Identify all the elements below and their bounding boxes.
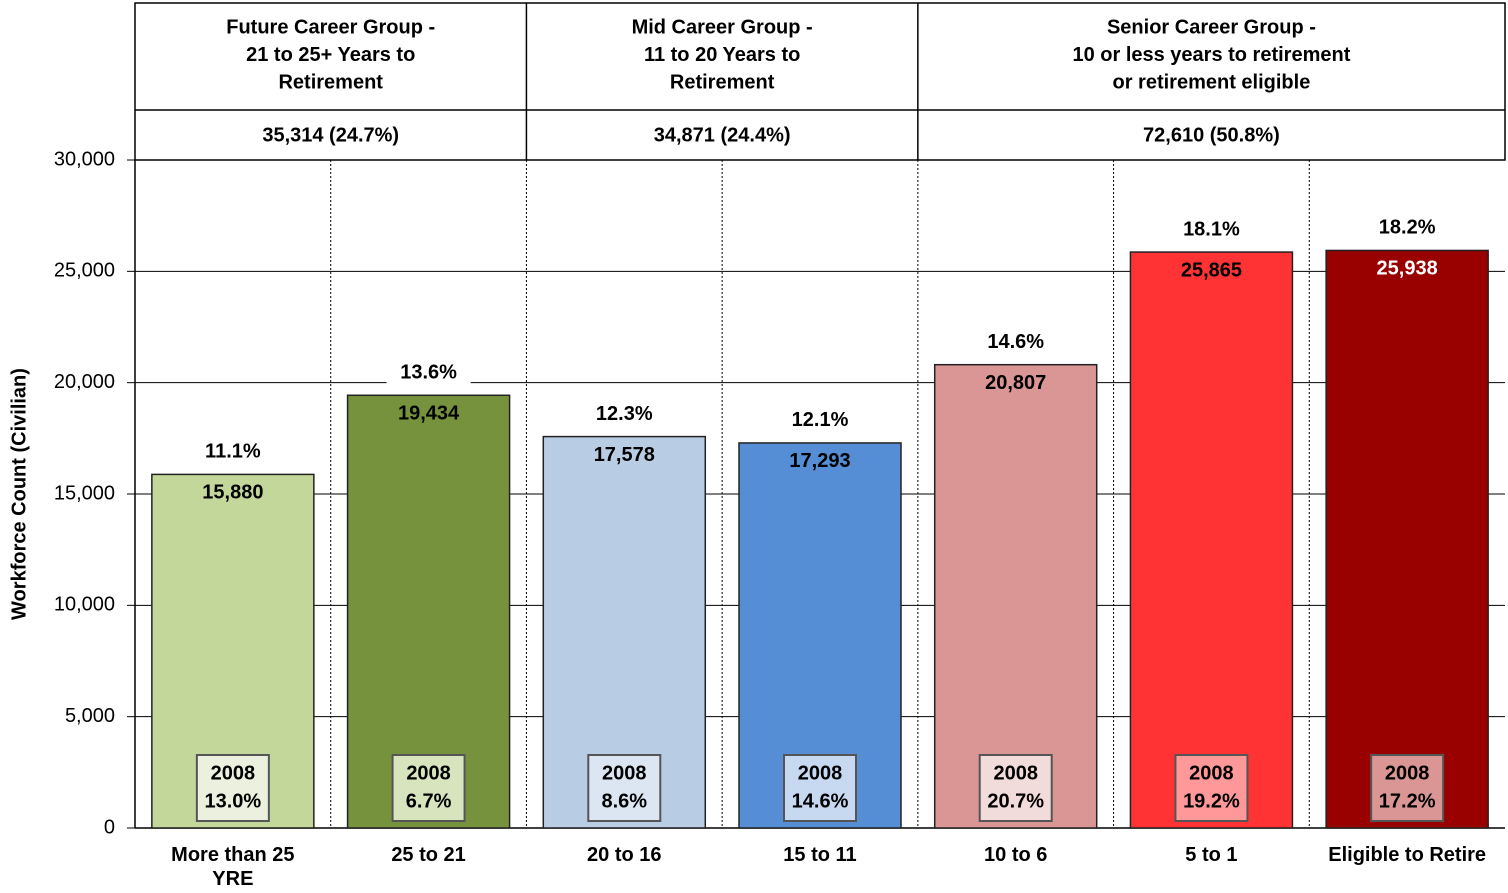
comparison-box — [783, 754, 857, 822]
group-title: Retirement — [670, 71, 775, 93]
percent-label-bg — [1169, 215, 1254, 244]
x-tick-label: 15 to 11 — [783, 844, 857, 866]
x-tick-label: More than 25 YRE — [171, 844, 295, 890]
comparison-label: 8.6% — [601, 790, 647, 812]
value-label: 19,434 — [398, 403, 460, 425]
y-tick-label: 5,000 — [65, 705, 115, 727]
group-title: Retirement — [278, 71, 383, 93]
comparison-year: 2008 — [602, 762, 647, 784]
group-title: Mid Career Group - — [632, 16, 813, 38]
group-total: 72,610 (50.8%) — [1143, 124, 1280, 146]
group-title: or retirement eligible — [1113, 71, 1311, 93]
value-label: 20,807 — [985, 372, 1046, 394]
comparison-box — [195, 754, 270, 822]
comparison-year: 2008 — [798, 762, 843, 784]
comparison-label: 19.2% — [1183, 790, 1240, 812]
percent-label: 18.1% — [1183, 218, 1240, 240]
x-tick-label: 25 to 21 — [391, 844, 466, 866]
comparison-box — [1370, 754, 1445, 822]
percent-label: 12.1% — [792, 409, 849, 431]
x-tick-label: 10 to 6 — [984, 844, 1048, 866]
header-frame — [134, 2, 1506, 161]
comparison-box — [978, 754, 1053, 822]
percent-label: 14.6% — [987, 331, 1044, 353]
value-label: 17,578 — [594, 444, 655, 466]
comparison-box — [391, 754, 466, 822]
x-tick-label: 20 to 16 — [587, 844, 662, 866]
comparison-label: 13.0% — [204, 790, 261, 812]
percent-label: 13.6% — [400, 362, 457, 384]
percent-label: 11.1% — [205, 441, 261, 463]
comparison-year: 2008 — [1385, 762, 1430, 784]
comparison-label: 20.7% — [987, 790, 1044, 812]
value-label: 25,938 — [1377, 258, 1438, 280]
y-tick-label: 25,000 — [54, 260, 115, 282]
percent-label-bg — [190, 437, 275, 466]
percent-label-bg — [1365, 213, 1450, 242]
comparison-label: 17.2% — [1379, 790, 1436, 812]
group-title: 10 or less years to retirement — [1072, 44, 1350, 66]
percent-label-bg — [778, 405, 862, 434]
comparison-year: 2008 — [406, 762, 451, 784]
bar — [1325, 249, 1489, 829]
percent-label-bg — [582, 399, 667, 428]
x-tick-label: 5 to 1 — [1185, 844, 1238, 866]
percent-label-bg — [386, 358, 471, 387]
group-total: 35,314 (24.7%) — [262, 124, 399, 146]
bar — [1129, 251, 1294, 829]
value-label: 15,880 — [202, 482, 263, 504]
comparison-box — [587, 754, 662, 822]
y-tick-label: 10,000 — [54, 594, 115, 616]
x-tick-label: Eligible to Retire — [1328, 844, 1487, 866]
percent-label: 18.2% — [1379, 217, 1436, 239]
group-title: 21 to 25+ Years to — [246, 44, 415, 66]
value-label: 25,865 — [1181, 259, 1242, 281]
comparison-year: 2008 — [1189, 762, 1234, 784]
comparison-box — [1174, 754, 1249, 822]
percent-label-bg — [973, 327, 1058, 356]
y-tick-label: 0 — [104, 816, 115, 838]
y-tick-label: 15,000 — [54, 482, 115, 504]
percent-label: 12.3% — [596, 403, 653, 425]
group-title: 11 to 20 Years to — [644, 44, 800, 66]
comparison-label: 6.7% — [406, 790, 452, 812]
comparison-year: 2008 — [993, 762, 1038, 784]
bar — [933, 363, 1098, 829]
y-tick-label: 20,000 — [54, 371, 115, 393]
comparison-label: 14.6% — [792, 790, 849, 812]
comparison-year: 2008 — [211, 762, 256, 784]
value-label: 17,293 — [789, 450, 850, 472]
group-total: 34,871 (24.4%) — [654, 124, 791, 146]
y-axis-label: Workforce Count (Civilian) — [8, 368, 30, 620]
y-tick-label: 30,000 — [54, 148, 115, 170]
group-title: Future Career Group - — [226, 16, 435, 38]
group-title: Senior Career Group - — [1107, 16, 1316, 38]
